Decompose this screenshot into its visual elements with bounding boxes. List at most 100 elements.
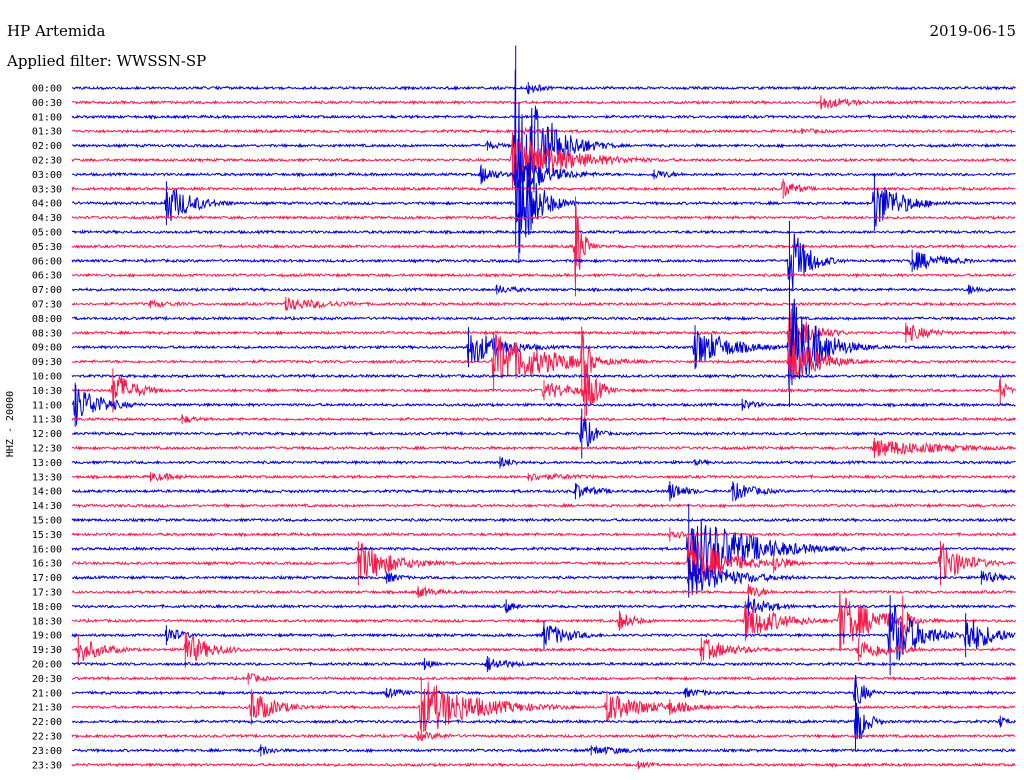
seismic-trace (71, 517, 1016, 523)
seismic-trace (71, 126, 1016, 136)
seismic-trace (71, 331, 1016, 386)
time-label: 20:30 (32, 674, 62, 685)
seismic-trace (71, 159, 1016, 191)
time-label: 16:00 (32, 544, 62, 555)
time-label: 03:00 (32, 170, 62, 181)
seismic-trace (71, 214, 1016, 221)
time-label: 09:00 (32, 343, 62, 354)
time-label: 15:30 (32, 530, 62, 541)
seismic-trace (71, 229, 1016, 236)
seismic-trace (71, 584, 1016, 598)
time-label: 12:30 (32, 444, 62, 455)
time-label: 01:00 (32, 112, 62, 123)
seismic-trace (71, 298, 1016, 393)
seismic-trace (71, 151, 1016, 253)
seismic-trace (71, 539, 1016, 590)
time-label: 11:00 (32, 400, 62, 411)
seismic-trace (71, 272, 1016, 279)
seismic-trace (71, 84, 1016, 95)
time-label-group: 00:00 00:30 01:00 01:30 02:00 02:30 03:00 03:30… (32, 84, 62, 772)
time-label: 02:30 (32, 156, 62, 167)
seismic-trace (71, 415, 1016, 424)
time-label: 17:00 (32, 573, 62, 584)
time-label: 03:30 (32, 184, 62, 195)
station-title: HP Artemida (7, 22, 105, 40)
time-label: 10:00 (32, 372, 62, 383)
seismic-trace (71, 731, 1016, 741)
time-label: 21:30 (32, 703, 62, 714)
time-label: 20:00 (32, 660, 62, 671)
seismic-trace (71, 681, 1016, 733)
seismic-trace (71, 98, 1016, 110)
time-label: 06:00 (32, 256, 62, 267)
time-label: 21:00 (32, 688, 62, 699)
time-label: 12:00 (32, 429, 62, 440)
seismic-trace (71, 69, 1016, 223)
seismic-trace (71, 675, 1016, 704)
seismic-trace (71, 744, 1016, 756)
seismic-trace (71, 456, 1016, 468)
time-label: 00:30 (32, 98, 62, 109)
trace-group (71, 45, 1016, 770)
time-label: 14:30 (32, 501, 62, 512)
seismic-trace (71, 384, 1016, 426)
time-label: 16:30 (32, 559, 62, 570)
time-label: 11:30 (32, 415, 62, 426)
seismic-trace (71, 315, 1016, 322)
time-label: 04:30 (32, 213, 62, 224)
seismic-trace (71, 372, 1016, 379)
time-label: 07:30 (32, 300, 62, 311)
seismic-trace (71, 594, 1016, 650)
seismic-trace (71, 672, 1016, 683)
time-label: 06:30 (32, 271, 62, 282)
time-label: 23:00 (32, 746, 62, 757)
time-label: 00:00 (32, 84, 62, 95)
time-label: 19:30 (32, 645, 62, 656)
seismic-trace (71, 233, 1016, 290)
seismic-trace (71, 531, 1016, 539)
seismic-trace (71, 416, 1016, 448)
seismic-trace (71, 440, 1016, 457)
time-label: 10:30 (32, 386, 62, 397)
time-label: 14:00 (32, 487, 62, 498)
time-label: 01:30 (32, 127, 62, 138)
time-label: 05:00 (32, 228, 62, 239)
seismic-trace (71, 137, 1016, 182)
time-label: 13:00 (32, 458, 62, 469)
seismic-trace (71, 518, 1016, 584)
seismic-trace (71, 205, 1016, 283)
filter-subtitle: Applied filter: WWSSN-SP (6, 52, 206, 70)
time-label: 09:30 (32, 357, 62, 368)
seismic-trace (71, 284, 1016, 295)
seismic-trace (71, 597, 1016, 614)
seismic-trace (71, 482, 1016, 502)
time-label: 17:30 (32, 588, 62, 599)
seismic-trace (71, 702, 1016, 740)
time-label: 04:00 (32, 199, 62, 210)
time-label: 19:00 (32, 631, 62, 642)
channel-label: HHZ - 20000 (5, 391, 16, 457)
seismic-trace (71, 559, 1016, 595)
seismic-trace (71, 308, 1016, 355)
time-label: 15:00 (32, 516, 62, 527)
seismic-trace (71, 502, 1016, 509)
time-label: 22:30 (32, 732, 62, 743)
time-label: 07:00 (32, 285, 62, 296)
time-label: 05:30 (32, 242, 62, 253)
time-label: 23:30 (32, 760, 62, 771)
time-label: 08:00 (32, 314, 62, 325)
date-label: 2019-06-15 (930, 22, 1016, 40)
time-label: 18:30 (32, 616, 62, 627)
seismic-trace (71, 181, 1016, 197)
seismic-trace (71, 472, 1016, 483)
seismic-trace (71, 113, 1016, 120)
time-label: 13:30 (32, 472, 62, 483)
time-label: 08:30 (32, 328, 62, 339)
time-label: 18:00 (32, 602, 62, 613)
time-label: 02:00 (32, 141, 62, 152)
seismic-trace (71, 657, 1016, 671)
time-label: 22:00 (32, 717, 62, 728)
seismic-trace (71, 760, 1016, 770)
seismic-trace (71, 297, 1016, 311)
